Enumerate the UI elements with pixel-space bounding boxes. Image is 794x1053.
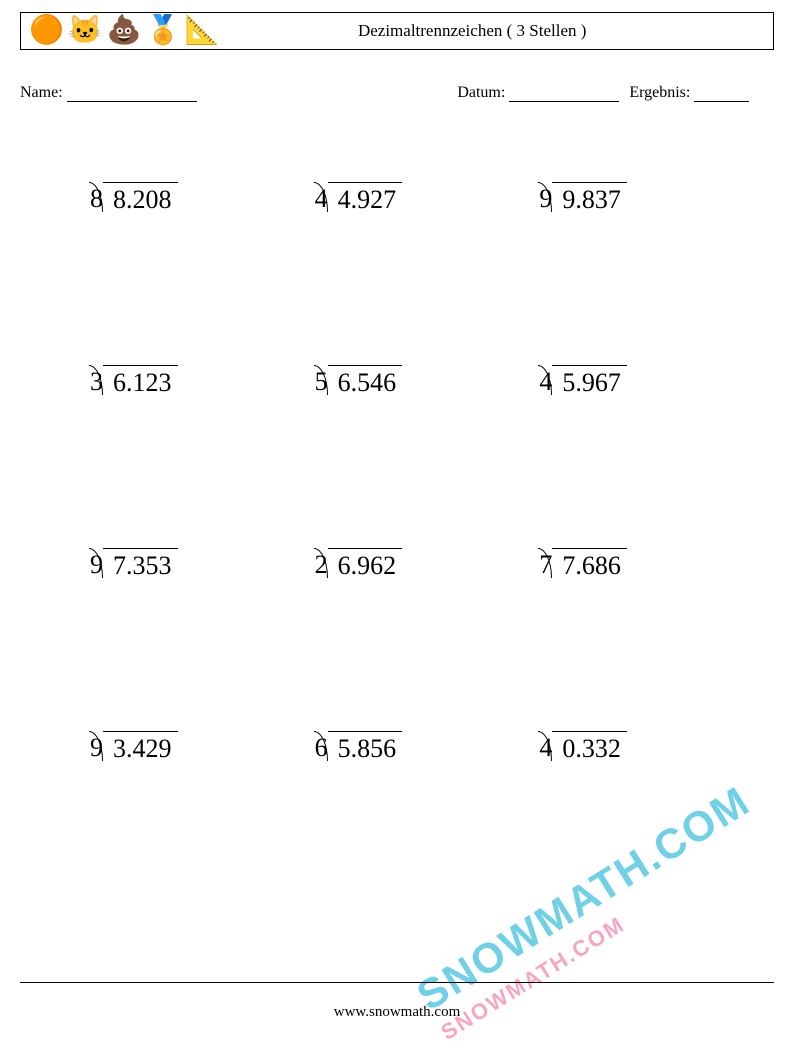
division-problem: 56.546 [285,365,510,398]
division-problem: 45.967 [509,365,734,398]
datum-blank[interactable] [509,85,619,102]
division-problem: 40.332 [509,731,734,764]
page-title: Dezimaltrennzeichen ( 3 Stellen ) [219,21,765,41]
problems-grid: 88.20844.92799.837 36.12356.54645.967 97.3… [20,182,774,764]
division-problem: 44.927 [285,182,510,215]
watermark-line1: SNOWMATH.COM [408,777,758,1020]
division-problem: 65.856 [285,731,510,764]
dividend: 4.927 [328,182,403,215]
ergebnis-blank[interactable] [694,85,749,102]
dividend: 5.967 [552,365,627,398]
division-problem: 97.353 [60,548,285,581]
dividend: 6.962 [328,548,403,581]
dividend: 7.353 [103,548,178,581]
scratch-icon: 📐 [185,17,220,45]
division-problem: 88.208 [60,182,285,215]
division-problem: 77.686 [509,548,734,581]
name-label: Name: [20,84,63,101]
dividend: 7.686 [552,548,627,581]
datum-label: Datum: [457,84,505,101]
dividend: 8.208 [103,182,178,215]
dividend: 9.837 [552,182,627,215]
footer-url: www.snowmath.com [0,1004,794,1021]
footer-rule [20,982,774,983]
dividend: 6.546 [328,365,403,398]
header: 🟠 🐱 💩 🏅 📐 Dezimaltrennzeichen ( 3 Stelle… [20,12,774,50]
collar-icon: 🟠 [29,17,64,45]
cat-icon: 🐱 [68,17,103,45]
division-problem: 26.962 [285,548,510,581]
poop-icon: 💩 [107,17,142,45]
dividend: 5.856 [328,731,403,764]
ergebnis-label: Ergebnis: [629,84,690,101]
info-row: Name: Datum: Ergebnis: [20,84,774,102]
division-problem: 36.123 [60,365,285,398]
dividend: 0.332 [552,731,627,764]
header-icons: 🟠 🐱 💩 🏅 📐 [29,17,219,45]
division-problem: 99.837 [509,182,734,215]
medal-icon: 🏅 [146,17,181,45]
name-blank[interactable] [67,85,197,102]
dividend: 6.123 [103,365,178,398]
dividend: 3.429 [103,731,178,764]
division-problem: 93.429 [60,731,285,764]
